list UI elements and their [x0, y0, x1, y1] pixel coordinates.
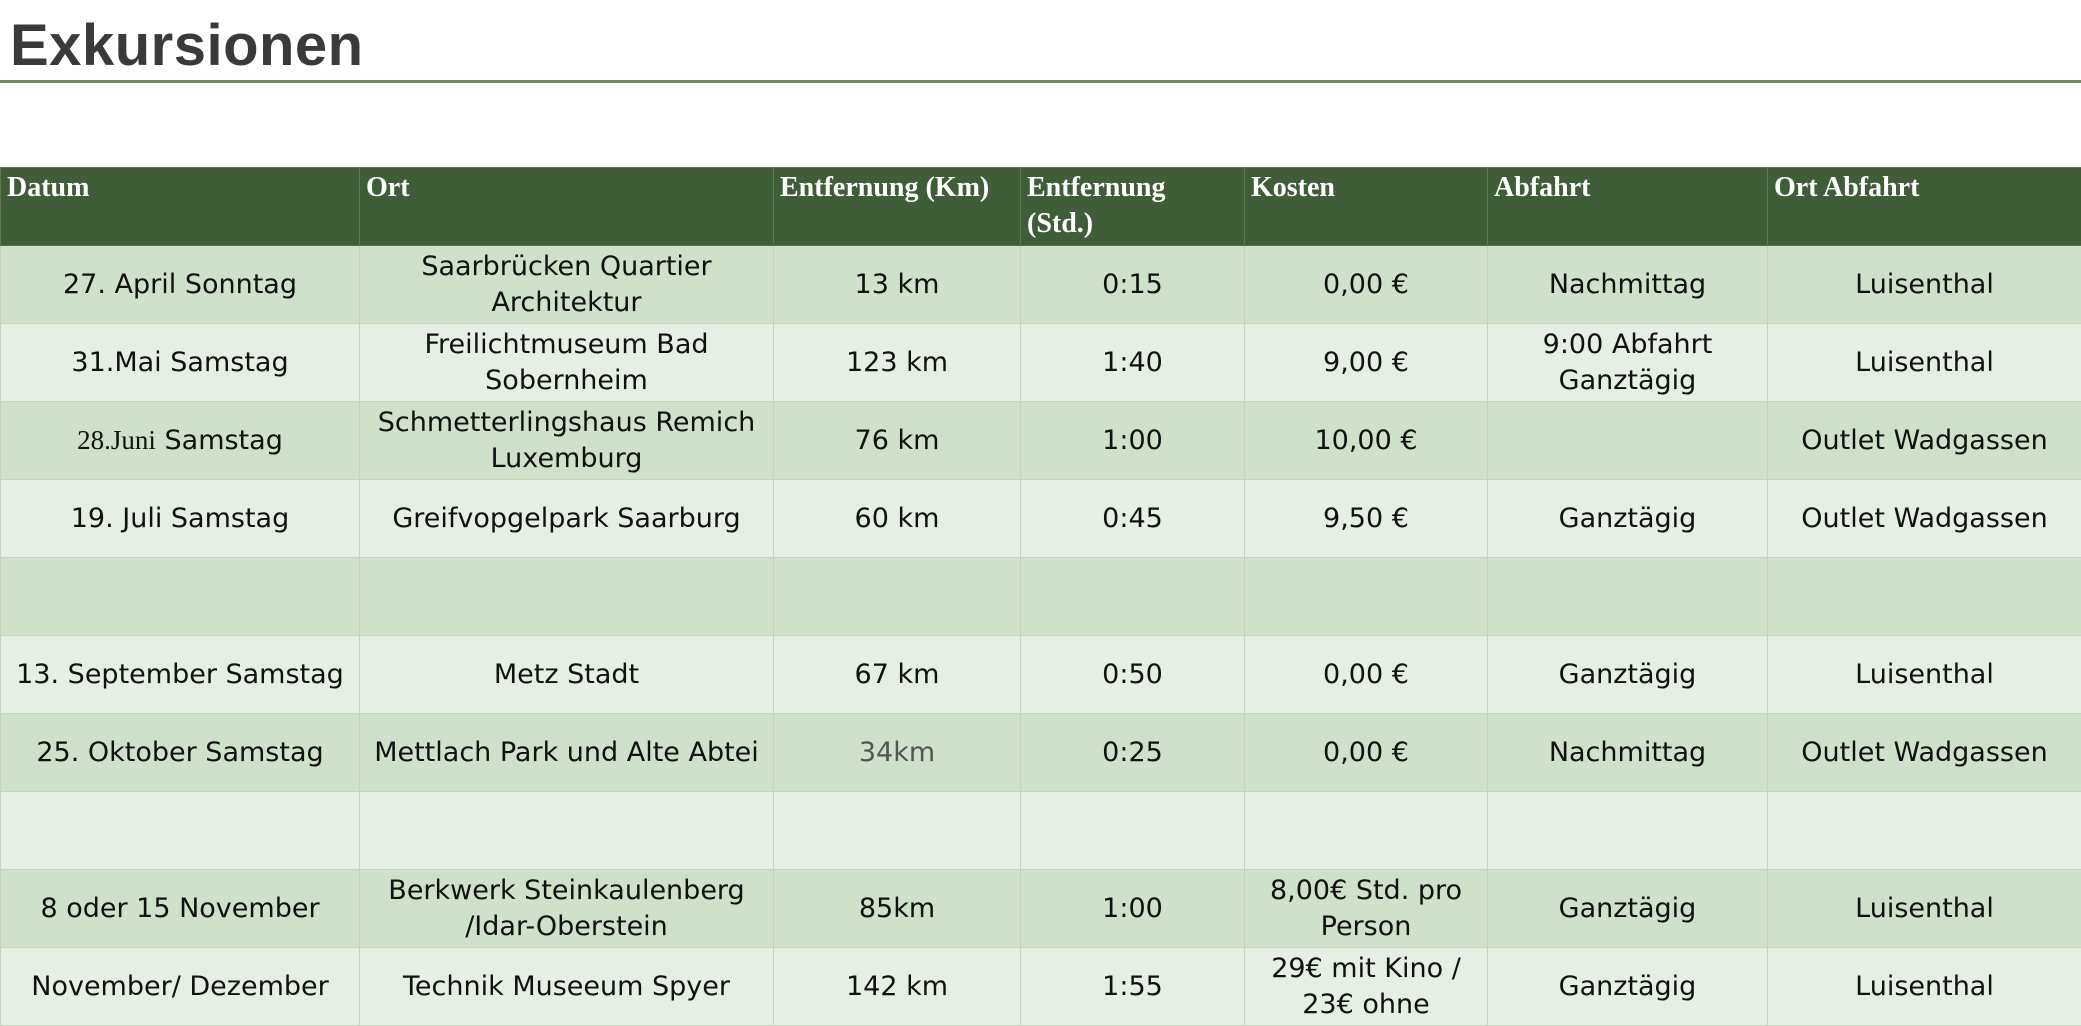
cell-ort-abfahrt[interactable]: Luisenthal — [1768, 324, 2081, 402]
table-row — [1, 792, 2081, 870]
cell-datum[interactable]: 19. Juli Samstag — [1, 480, 360, 558]
cell-datum[interactable]: 28.Juni Samstag — [1, 402, 360, 480]
table-row: 19. Juli Samstag Greifvopgelpark Saarbur… — [1, 480, 2081, 558]
cell-datum[interactable]: 25. Oktober Samstag — [1, 714, 360, 792]
cell-std[interactable]: 1:55 — [1021, 948, 1245, 1026]
cell-ort[interactable]: Berkwerk Steinkaulenberg /Idar-Oberstein — [360, 870, 774, 948]
cell-datum[interactable]: 27. April Sonntag — [1, 246, 360, 324]
cell-abfahrt[interactable]: Ganztägig — [1488, 480, 1768, 558]
cell-kosten[interactable]: 0,00 € — [1245, 636, 1488, 714]
cell-datum[interactable]: 8 oder 15 November — [1, 870, 360, 948]
cell-std[interactable]: 0:15 — [1021, 246, 1245, 324]
cell-abfahrt[interactable]: 9:00 Abfahrt Ganztägig — [1488, 324, 1768, 402]
cell-std[interactable]: 1:40 — [1021, 324, 1245, 402]
header-cell-entfernung-std[interactable]: Entfernung (Std.) — [1021, 168, 1245, 246]
cell-datum[interactable]: 13. September Samstag — [1, 636, 360, 714]
table-row: 25. Oktober Samstag Mettlach Park und Al… — [1, 714, 2081, 792]
cell-kosten[interactable] — [1245, 558, 1488, 636]
cell-ort-abfahrt[interactable]: Outlet Wadgassen — [1768, 714, 2081, 792]
cell-ort[interactable]: Saarbrücken Quartier Architektur — [360, 246, 774, 324]
header-row: Datum Ort Entfernung (Km) Entfernung (St… — [1, 168, 2081, 246]
cell-km[interactable]: 85km — [774, 870, 1021, 948]
cell-abfahrt[interactable]: Ganztägig — [1488, 636, 1768, 714]
cell-ort[interactable]: Mettlach Park und Alte Abtei — [360, 714, 774, 792]
cell-km[interactable]: 76 km — [774, 402, 1021, 480]
excursions-table: Datum Ort Entfernung (Km) Entfernung (St… — [0, 167, 2081, 1026]
cell-abfahrt[interactable]: Ganztägig — [1488, 948, 1768, 1026]
cell-std[interactable]: 0:50 — [1021, 636, 1245, 714]
cell-kosten[interactable]: 9,50 € — [1245, 480, 1488, 558]
cell-kosten[interactable] — [1245, 792, 1488, 870]
cell-ort-abfahrt[interactable]: Luisenthal — [1768, 870, 2081, 948]
cell-ort-abfahrt[interactable] — [1768, 792, 2081, 870]
header-cell-entfernung-km[interactable]: Entfernung (Km) — [774, 168, 1021, 246]
cell-std[interactable]: 1:00 — [1021, 870, 1245, 948]
cell-ort[interactable] — [360, 792, 774, 870]
cell-datum-day: Samstag — [156, 425, 283, 456]
cell-ort-abfahrt[interactable]: Luisenthal — [1768, 948, 2081, 1026]
cell-std[interactable]: 1:00 — [1021, 402, 1245, 480]
cell-ort-abfahrt[interactable]: Outlet Wadgassen — [1768, 480, 2081, 558]
cell-ort[interactable]: Greifvopgelpark Saarburg — [360, 480, 774, 558]
cell-ort[interactable]: Technik Museeum Spyer — [360, 948, 774, 1026]
cell-std[interactable]: 0:45 — [1021, 480, 1245, 558]
cell-ort[interactable]: Metz Stadt — [360, 636, 774, 714]
cell-kosten[interactable]: 9,00 € — [1245, 324, 1488, 402]
table-row: 8 oder 15 November Berkwerk Steinkaulenb… — [1, 870, 2081, 948]
cell-km[interactable] — [774, 558, 1021, 636]
cell-kosten[interactable]: 8,00€ Std. pro Person — [1245, 870, 1488, 948]
cell-abfahrt[interactable]: Nachmittag — [1488, 246, 1768, 324]
cell-ort[interactable] — [360, 558, 774, 636]
cell-km[interactable]: 67 km — [774, 636, 1021, 714]
sheet-title: Exkursionen — [10, 8, 364, 84]
cell-datum[interactable]: November/ Dezember — [1, 948, 360, 1026]
cell-kosten[interactable]: 29€ mit Kino / 23€ ohne — [1245, 948, 1488, 1026]
cell-abfahrt[interactable] — [1488, 792, 1768, 870]
cell-datum[interactable] — [1, 558, 360, 636]
cell-std[interactable] — [1021, 792, 1245, 870]
cell-abfahrt[interactable]: Ganztägig — [1488, 870, 1768, 948]
cell-ort[interactable]: Freilichtmuseum Bad Sobernheim — [360, 324, 774, 402]
table-row: 27. April Sonntag Saarbrücken Quartier A… — [1, 246, 2081, 324]
cell-ort[interactable]: Schmetterlingshaus Remich Luxemburg — [360, 402, 774, 480]
table-row: 13. September Samstag Metz Stadt 67 km 0… — [1, 636, 2081, 714]
cell-kosten[interactable]: 10,00 € — [1245, 402, 1488, 480]
cell-ort-abfahrt[interactable]: Luisenthal — [1768, 636, 2081, 714]
table-row: November/ Dezember Technik Museeum Spyer… — [1, 948, 2081, 1026]
header-cell-ort-abfahrt[interactable]: Ort Abfahrt — [1768, 168, 2081, 246]
header-cell-kosten[interactable]: Kosten — [1245, 168, 1488, 246]
cell-kosten[interactable]: 0,00 € — [1245, 246, 1488, 324]
cell-km[interactable]: 13 km — [774, 246, 1021, 324]
cell-std[interactable] — [1021, 558, 1245, 636]
header-cell-datum[interactable]: Datum — [1, 168, 360, 246]
table-row: 28.Juni Samstag Schmetterlingshaus Remic… — [1, 402, 2081, 480]
table-row: 31.Mai Samstag Freilichtmuseum Bad Sober… — [1, 324, 2081, 402]
cell-ort-abfahrt[interactable]: Luisenthal — [1768, 246, 2081, 324]
table-row — [1, 558, 2081, 636]
cell-datum[interactable] — [1, 792, 360, 870]
cell-ort-abfahrt[interactable]: Outlet Wadgassen — [1768, 402, 2081, 480]
cell-abfahrt[interactable] — [1488, 558, 1768, 636]
cell-km[interactable]: 142 km — [774, 948, 1021, 1026]
cell-kosten[interactable]: 0,00 € — [1245, 714, 1488, 792]
cell-ort-abfahrt[interactable] — [1768, 558, 2081, 636]
cell-datum-date: 28.Juni — [77, 425, 156, 455]
header-cell-abfahrt[interactable]: Abfahrt — [1488, 168, 1768, 246]
header-cell-ort[interactable]: Ort — [360, 168, 774, 246]
cell-abfahrt[interactable]: Nachmittag — [1488, 714, 1768, 792]
title-divider — [0, 80, 2081, 83]
cell-km[interactable]: 34km — [774, 714, 1021, 792]
cell-km[interactable]: 60 km — [774, 480, 1021, 558]
cell-datum[interactable]: 31.Mai Samstag — [1, 324, 360, 402]
cell-std[interactable]: 0:25 — [1021, 714, 1245, 792]
cell-km[interactable]: 123 km — [774, 324, 1021, 402]
cell-abfahrt[interactable] — [1488, 402, 1768, 480]
cell-km[interactable] — [774, 792, 1021, 870]
